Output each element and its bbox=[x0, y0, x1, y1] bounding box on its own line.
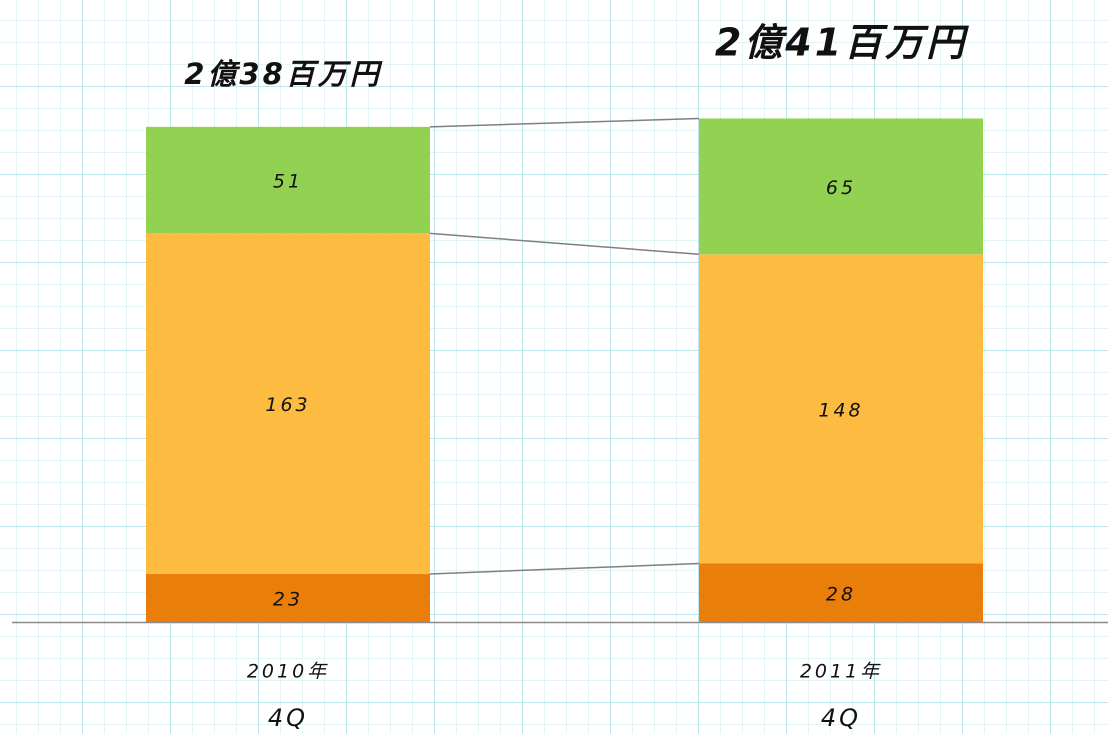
x-tick-label: 2010年 bbox=[247, 661, 329, 683]
connector-line bbox=[429, 117, 700, 128]
connector-line bbox=[429, 232, 700, 256]
x-tick-label: 4Q bbox=[268, 704, 308, 732]
x-tick-label: 4Q bbox=[821, 704, 861, 732]
data-label: 163 bbox=[265, 394, 310, 416]
data-label: 65 bbox=[826, 177, 856, 199]
x-tick-label: 2011年 bbox=[800, 661, 882, 683]
bar-segment bbox=[146, 126, 430, 234]
data-label: 148 bbox=[818, 399, 863, 421]
bar-segment bbox=[146, 573, 430, 622]
data-label: 28 bbox=[826, 583, 856, 605]
bar-segment bbox=[699, 563, 983, 622]
bar-segment bbox=[699, 254, 983, 564]
data-label: 51 bbox=[273, 171, 303, 193]
total-label: 2億38百万円 bbox=[184, 57, 383, 91]
bar-segment bbox=[146, 233, 430, 574]
data-label: 23 bbox=[273, 588, 303, 610]
connector-line bbox=[429, 562, 700, 575]
total-label: 2億41百万円 bbox=[715, 21, 969, 65]
bar-segment bbox=[699, 118, 983, 255]
